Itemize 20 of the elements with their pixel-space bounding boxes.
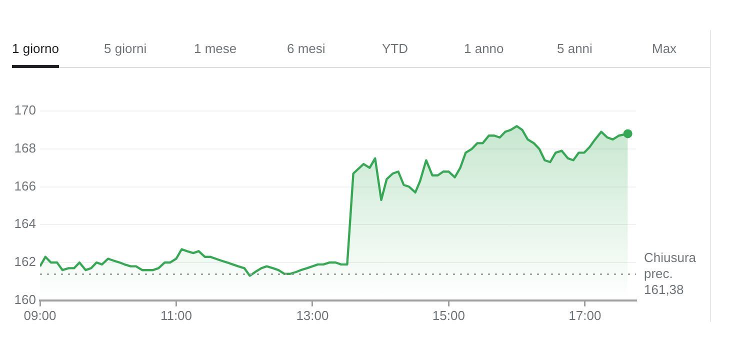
x-tick-label: 13:00 xyxy=(296,308,329,323)
text: Max xyxy=(652,30,677,67)
y-tick-label: 168 xyxy=(14,140,36,156)
text: 1 giorno xyxy=(12,30,59,67)
x-tick-label: 11:00 xyxy=(160,308,192,323)
text: 5 anni xyxy=(557,30,592,67)
y-tick-label: 160 xyxy=(14,292,36,307)
text: 5 giorni xyxy=(104,30,147,67)
text: YTD xyxy=(382,30,408,67)
x-tick-label: 09:00 xyxy=(24,308,56,323)
x-tick-label: 15:00 xyxy=(432,308,465,323)
text: 1 anno xyxy=(464,30,504,67)
x-tick-label: 17:00 xyxy=(568,308,602,323)
y-tick-label: 164 xyxy=(14,216,36,232)
y-tick-label: 166 xyxy=(14,178,36,194)
y-tick-label: 162 xyxy=(14,254,36,270)
y-tick-label: 170 xyxy=(14,102,36,118)
ref-line-label: Chiusura prec. 161,38 xyxy=(644,250,697,297)
text: 6 mesi xyxy=(287,30,326,67)
text: 1 mese xyxy=(194,30,237,67)
